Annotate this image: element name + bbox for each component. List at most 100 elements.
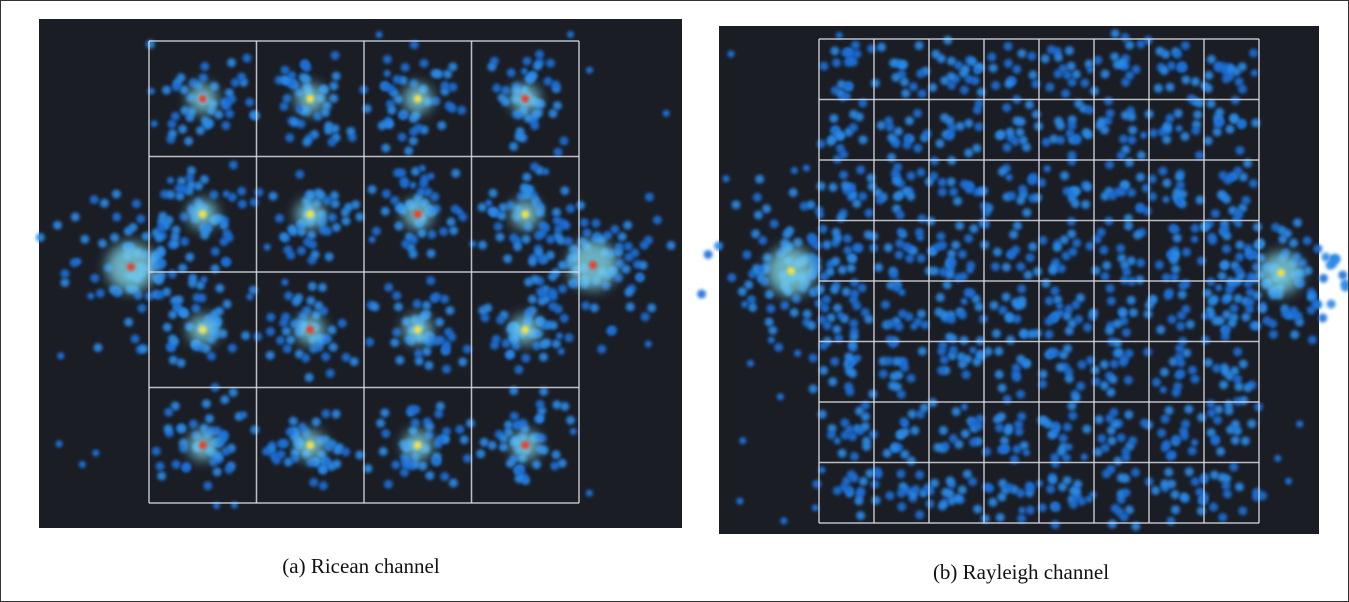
sample-point [110,232,120,242]
sample-point [1233,294,1243,304]
sample-point [974,302,984,312]
sample-point [1220,332,1230,342]
sample-point [959,85,969,95]
sample-point [248,285,258,295]
sample-point [916,253,926,263]
stray-point [555,332,563,340]
sample-point [530,121,540,131]
sample-point [832,486,842,496]
sample-point [774,342,784,352]
sample-point [1074,99,1084,109]
sample-point [1136,39,1146,49]
sample-point [994,130,1004,140]
sample-point [365,337,375,347]
sample-point [515,127,525,137]
sample-point [828,182,838,192]
sample-point [727,273,737,283]
sample-point [1100,271,1110,281]
sample-point [227,343,237,353]
sample-point [815,284,825,294]
sample-point [1050,286,1060,296]
sample-point [1174,197,1184,207]
sample-point [1234,77,1244,87]
sample-point [370,302,380,312]
sample-point [432,292,442,302]
sample-point [1262,316,1272,326]
sample-point [261,446,271,456]
sample-point [1095,121,1105,131]
sample-point [295,169,305,179]
sample-point [70,212,80,222]
sample-point [1040,54,1050,64]
sample-point [324,442,334,452]
sample-point [832,324,842,334]
sample-point [1136,150,1146,160]
sample-point [1160,414,1170,424]
sample-point [548,287,558,297]
sample-point [265,350,275,360]
sample-point [1075,293,1085,303]
sample-point [164,407,174,417]
sample-point [1248,178,1258,188]
sample-point [1197,412,1207,422]
sample-point [894,250,904,260]
stray-point [167,176,175,184]
sample-point [961,370,971,380]
sample-point [1205,306,1215,316]
sample-point [937,187,947,197]
sample-point [870,78,880,88]
sample-point [919,403,929,413]
stray-point [263,243,271,251]
sample-point [831,227,841,237]
sample-point [962,354,972,364]
sample-point [891,176,901,186]
sample-point [959,68,969,78]
sample-point [878,369,888,379]
sample-point [946,72,956,82]
stray-point [839,94,847,102]
sample-point [538,352,548,362]
sample-point [1004,483,1014,493]
sample-point [953,196,963,206]
sample-point [499,433,509,443]
sample-point [917,346,927,356]
sample-point [1235,252,1245,262]
sample-point [266,312,276,322]
sample-point [288,416,298,426]
sample-point [156,248,166,258]
sample-point [448,478,458,488]
sample-point [276,449,286,459]
sample-point [528,257,538,267]
sample-point [179,443,189,453]
sample-point [1206,99,1216,109]
sample-point [409,40,419,50]
sample-point [440,472,450,482]
sample-point [828,377,838,387]
sample-point [162,85,172,95]
sample-point [802,309,812,319]
sample-point [945,270,955,280]
sample-point [1147,174,1157,184]
sample-point [1222,489,1232,499]
sample-point [185,173,195,183]
stray-point [776,393,784,401]
sample-point [876,120,886,130]
sample-point [60,278,70,288]
sample-point [355,212,365,222]
sample-point [875,195,885,205]
sample-point [170,239,180,249]
sample-point [478,240,488,250]
sample-point [1012,221,1022,231]
sample-point [174,295,184,305]
sample-point [563,236,573,246]
sample-point [848,123,858,133]
sample-point [591,218,601,228]
sample-point [812,241,822,251]
sample-point [945,116,955,126]
sample-point [896,469,906,479]
stray-point [1080,453,1088,461]
stray-point [916,234,924,242]
sample-point [987,52,997,62]
sample-point [951,240,961,250]
sample-point [455,424,465,434]
